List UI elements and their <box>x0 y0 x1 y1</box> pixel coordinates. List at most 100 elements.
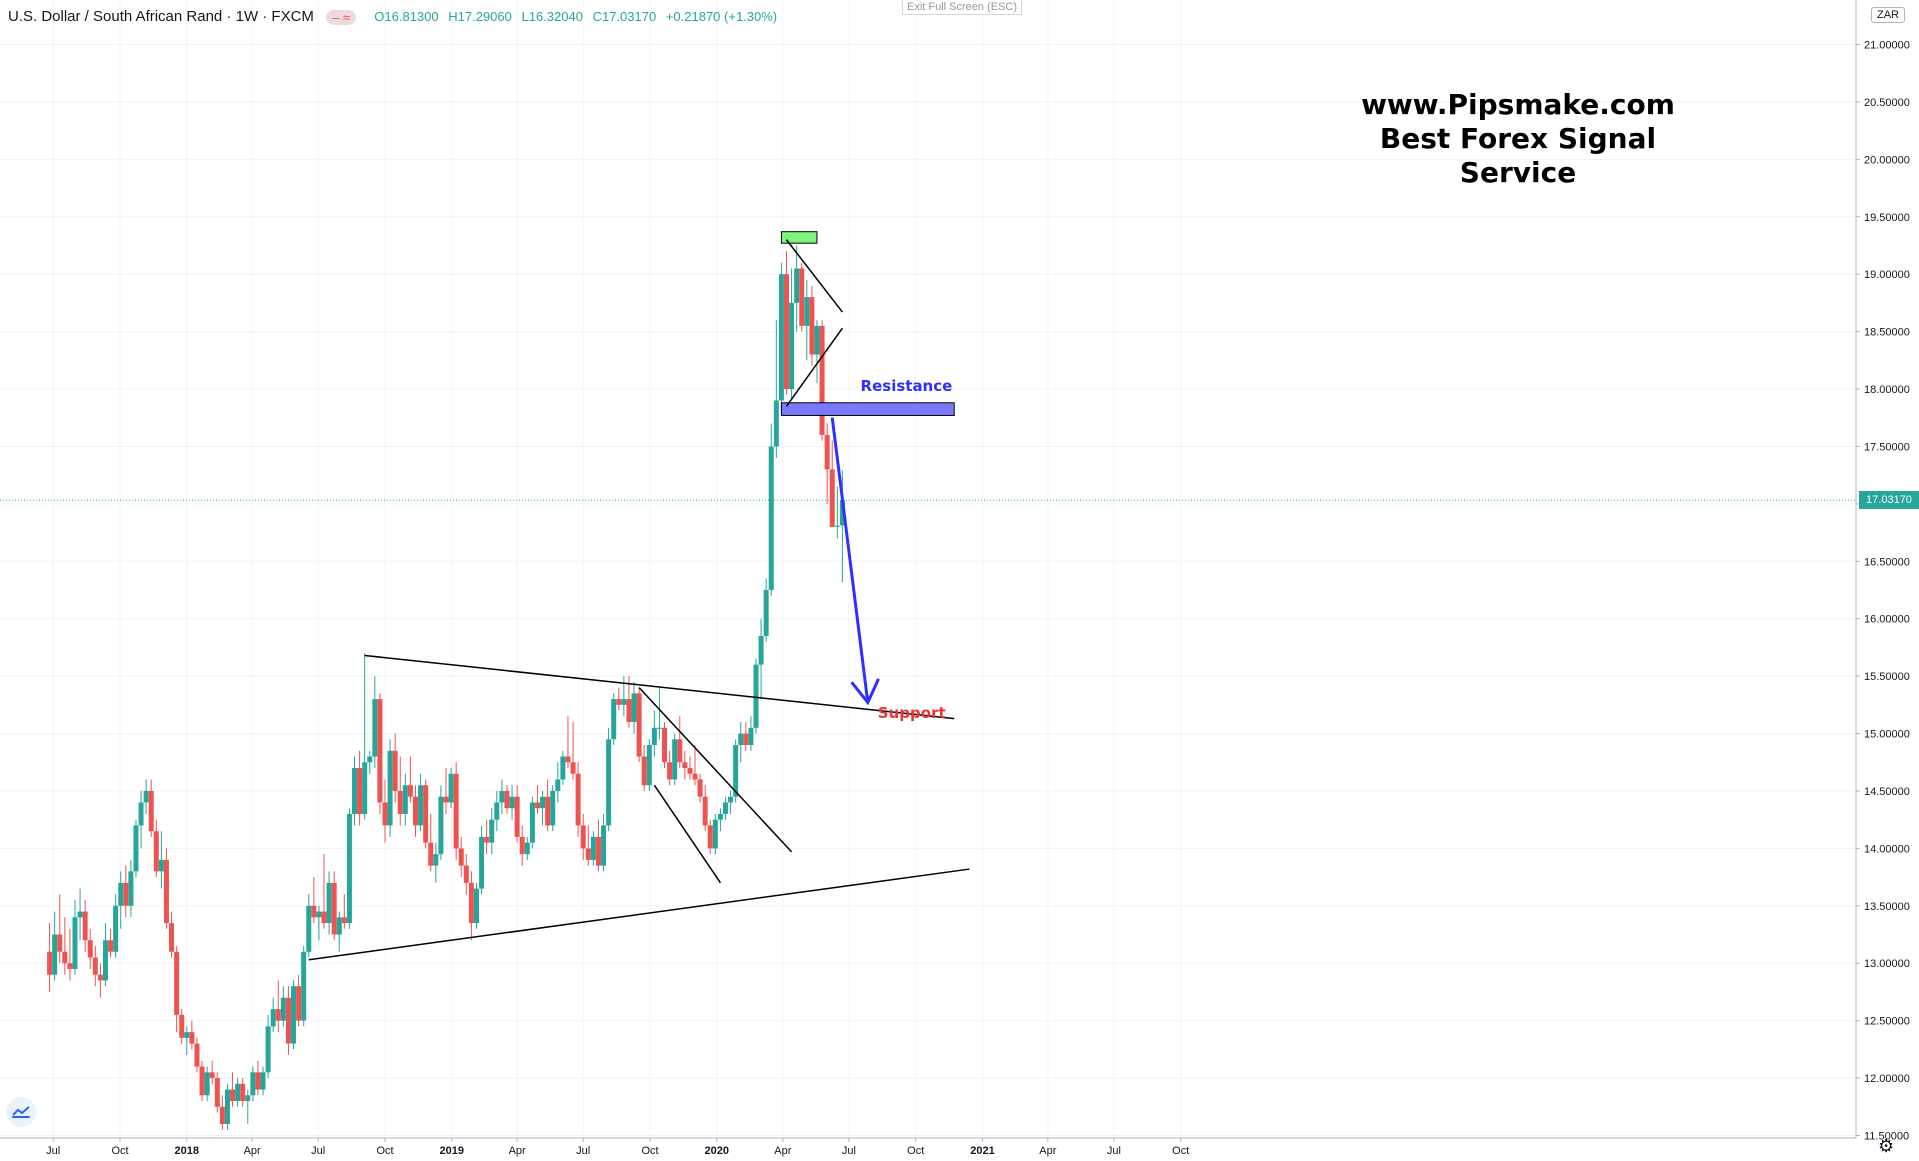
candle-down <box>412 785 418 837</box>
candle-down <box>504 785 510 814</box>
candle-up <box>143 779 149 814</box>
candle-down <box>428 813 434 872</box>
candle-down <box>62 917 68 975</box>
candle-up <box>158 831 164 889</box>
candle-up <box>524 836 530 860</box>
candle-body <box>418 785 424 826</box>
candle-down <box>534 785 540 814</box>
brand-line-1: www.Pipsmake.com <box>1361 88 1675 121</box>
candle-body <box>468 882 474 924</box>
candle-down <box>641 745 647 791</box>
candle-up <box>778 262 784 412</box>
candle-down <box>331 871 337 941</box>
candle-down <box>463 854 469 895</box>
candle-body <box>77 911 83 918</box>
gear-icon[interactable]: ⚙ <box>1878 1136 1895 1156</box>
candle-body <box>204 1072 210 1096</box>
candle-body <box>463 865 469 883</box>
candle-down <box>458 836 464 878</box>
tradingview-cloud-icon[interactable] <box>6 1097 36 1127</box>
candle-body <box>606 739 612 826</box>
candle-up <box>804 279 810 361</box>
candle-body <box>316 911 322 918</box>
candle-body <box>235 1083 241 1102</box>
y-tick-label: 19.00000 <box>1864 269 1910 281</box>
candle-body <box>555 779 561 791</box>
candle-down <box>285 986 291 1056</box>
candle-body <box>382 802 388 826</box>
candle-body <box>631 693 637 723</box>
candle-up <box>204 1066 210 1102</box>
top-green-zone[interactable] <box>780 231 818 244</box>
y-tick-label: 17.50000 <box>1864 441 1910 453</box>
candle-body <box>479 836 485 889</box>
candle-body <box>504 790 510 809</box>
falling-wedge-upper[interactable] <box>638 687 793 853</box>
ohlc-open: O16.81300 <box>374 9 439 24</box>
candle-up <box>631 681 637 734</box>
x-tick-label: Oct <box>376 1145 393 1157</box>
candle-body <box>636 693 642 757</box>
candle-down <box>174 946 180 1033</box>
indicator-toggle[interactable]: – ≈ <box>326 9 357 25</box>
candle-up <box>763 578 769 642</box>
candle-body <box>377 699 383 803</box>
candle-body <box>285 997 291 1044</box>
candle-body <box>57 934 63 952</box>
candle-body <box>412 796 418 826</box>
candle-down <box>163 848 169 929</box>
x-tick-label: Apr <box>509 1145 526 1157</box>
x-tick-label: Apr <box>774 1145 791 1157</box>
candle-up <box>748 716 754 751</box>
candle-down <box>321 854 327 929</box>
candle-down <box>341 894 347 929</box>
symbol-title[interactable]: U.S. Dollar / South African Rand · 1W · … <box>8 8 314 25</box>
candle-up <box>433 842 439 883</box>
price-axis[interactable]: 11.50000 12.00000 12.50000 13.00000 13.50000… <box>1855 0 1910 1143</box>
candle-up <box>118 871 124 929</box>
candle-body <box>62 951 68 964</box>
candle-down <box>692 745 698 786</box>
y-tick-label: 12.00000 <box>1864 1073 1910 1085</box>
resistance-zone[interactable] <box>780 402 955 416</box>
candle-body <box>651 727 657 746</box>
candle-body <box>702 796 708 826</box>
candle-body <box>179 1014 185 1038</box>
upper-channel-line[interactable] <box>364 654 955 720</box>
pennant-upper[interactable] <box>785 239 843 313</box>
candle-up <box>590 831 596 866</box>
candle-body <box>768 446 774 590</box>
candle-up <box>529 796 535 849</box>
candle-up <box>794 245 800 332</box>
lower-channel-line[interactable] <box>308 868 970 961</box>
candle-body <box>230 1089 236 1102</box>
candle-body <box>824 434 830 470</box>
falling-wedge-lower[interactable] <box>653 784 722 884</box>
projection-arrow[interactable] <box>830 417 870 703</box>
candle-body <box>662 727 668 763</box>
candle-up <box>362 653 368 820</box>
candle-body <box>240 1083 246 1102</box>
candle-up <box>672 733 678 786</box>
candle-body <box>123 882 129 906</box>
candle-body <box>626 699 632 723</box>
candle-up <box>753 658 759 734</box>
candle-body <box>407 785 413 797</box>
resistance-label: Resistance <box>860 376 953 395</box>
candle-body <box>778 274 784 401</box>
exit-fullscreen-button[interactable]: Exit Full Screen (ESC) <box>902 0 1023 15</box>
currency-badge[interactable]: ZAR <box>1871 7 1905 23</box>
candle-up <box>473 882 479 929</box>
candle-body <box>646 745 652 786</box>
candle-up <box>621 676 627 717</box>
candle-up <box>601 813 607 872</box>
candle-up <box>306 894 312 958</box>
candle-body <box>321 911 327 924</box>
time-axis[interactable]: Jul Oct 2018 Apr Jul Oct 2019 Apr Jul Oct 2020 Apr J… <box>0 1137 1856 1157</box>
candle-down <box>667 750 673 786</box>
pennant-lower[interactable] <box>785 327 844 407</box>
candle-down <box>580 813 586 860</box>
candle-body <box>357 768 363 814</box>
candle-body <box>443 796 449 803</box>
